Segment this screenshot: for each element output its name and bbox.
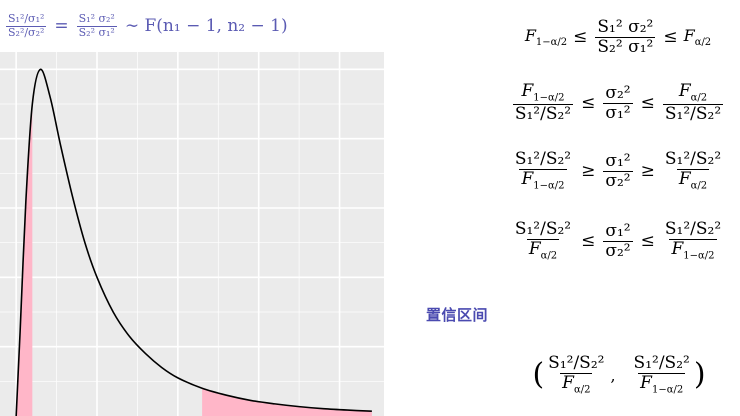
inequality-4-middle: σ₁² σ₂² — [603, 220, 633, 261]
inequality-2-left: F1−α/2 S₁²/S₂² — [512, 81, 574, 124]
rearranged-fraction: S₁² σ₂² S₂² σ₁² — [76, 12, 117, 39]
inequality-2: F1−α/2 S₁²/S₂² ≤ σ₂² σ₁² ≤ Fα/2 S₁²/S₂² — [512, 81, 724, 124]
inequality-1: F1−α/2 ≤ S₁² σ₂² S₂² σ₁² ≤ Fα/2 — [524, 16, 712, 57]
inequality-3: S₁²/S₂² F1−α/2 ≥ σ₁² σ₂² ≥ S₁²/S₂² Fα/2 — [514, 149, 722, 192]
f-density-plot — [0, 52, 384, 416]
ratio-fraction: S₁²/σ₁² S₂²/σ₂² — [6, 12, 47, 39]
rearranged-numerator: S₁² σ₂² — [78, 12, 115, 26]
inequality-3-middle: σ₁² σ₂² — [603, 150, 633, 191]
inequality-4-right: S₁²/S₂² F1−α/2 — [664, 219, 722, 262]
inequality-2-right: Fα/2 S₁²/S₂² — [662, 81, 724, 124]
inequality-4-left: S₁²/S₂² Fα/2 — [514, 219, 572, 262]
upper-tail-shade — [202, 388, 372, 416]
plot-panel — [0, 52, 384, 416]
ci-lower-bound: S₁²/S₂² Fα/2 — [548, 353, 605, 396]
open-paren: ( — [532, 357, 545, 392]
ci-upper-bound: S₁²/S₂² F1−α/2 — [633, 353, 690, 396]
rearranged-denominator: S₂² σ₁² — [76, 25, 117, 39]
inequality-2-middle: σ₂² σ₁² — [603, 82, 633, 123]
comma: , — [610, 365, 616, 385]
inequality-4: S₁²/S₂² Fα/2 ≤ σ₁² σ₂² ≤ S₁²/S₂² F1−α/2 — [514, 219, 722, 262]
confidence-interval-label: 置信区间 — [426, 306, 489, 324]
density-curve — [15, 68, 372, 416]
inequality-1-fraction: S₁² σ₂² S₂² σ₁² — [595, 16, 656, 57]
inequality-3-right: S₁²/S₂² Fα/2 — [664, 149, 722, 192]
equals-sign: = — [54, 16, 69, 36]
inequality-3-left: S₁²/S₂² F1−α/2 — [514, 149, 572, 192]
ratio-denominator: S₂²/σ₂² — [6, 25, 47, 39]
ratio-numerator: S₁²/σ₁² — [8, 12, 45, 26]
distribution-formula: S₁²/σ₁² S₂²/σ₂² = S₁² σ₂² S₂² σ₁² ∼ F(n₁… — [4, 6, 334, 46]
distribution-statement: ∼ F(n₁ − 1, n₂ − 1) — [124, 16, 288, 36]
close-paren: ) — [693, 357, 706, 392]
confidence-interval-expression: ( S₁²/S₂² Fα/2 , S₁²/S₂² F1−α/2 ) — [516, 342, 722, 408]
